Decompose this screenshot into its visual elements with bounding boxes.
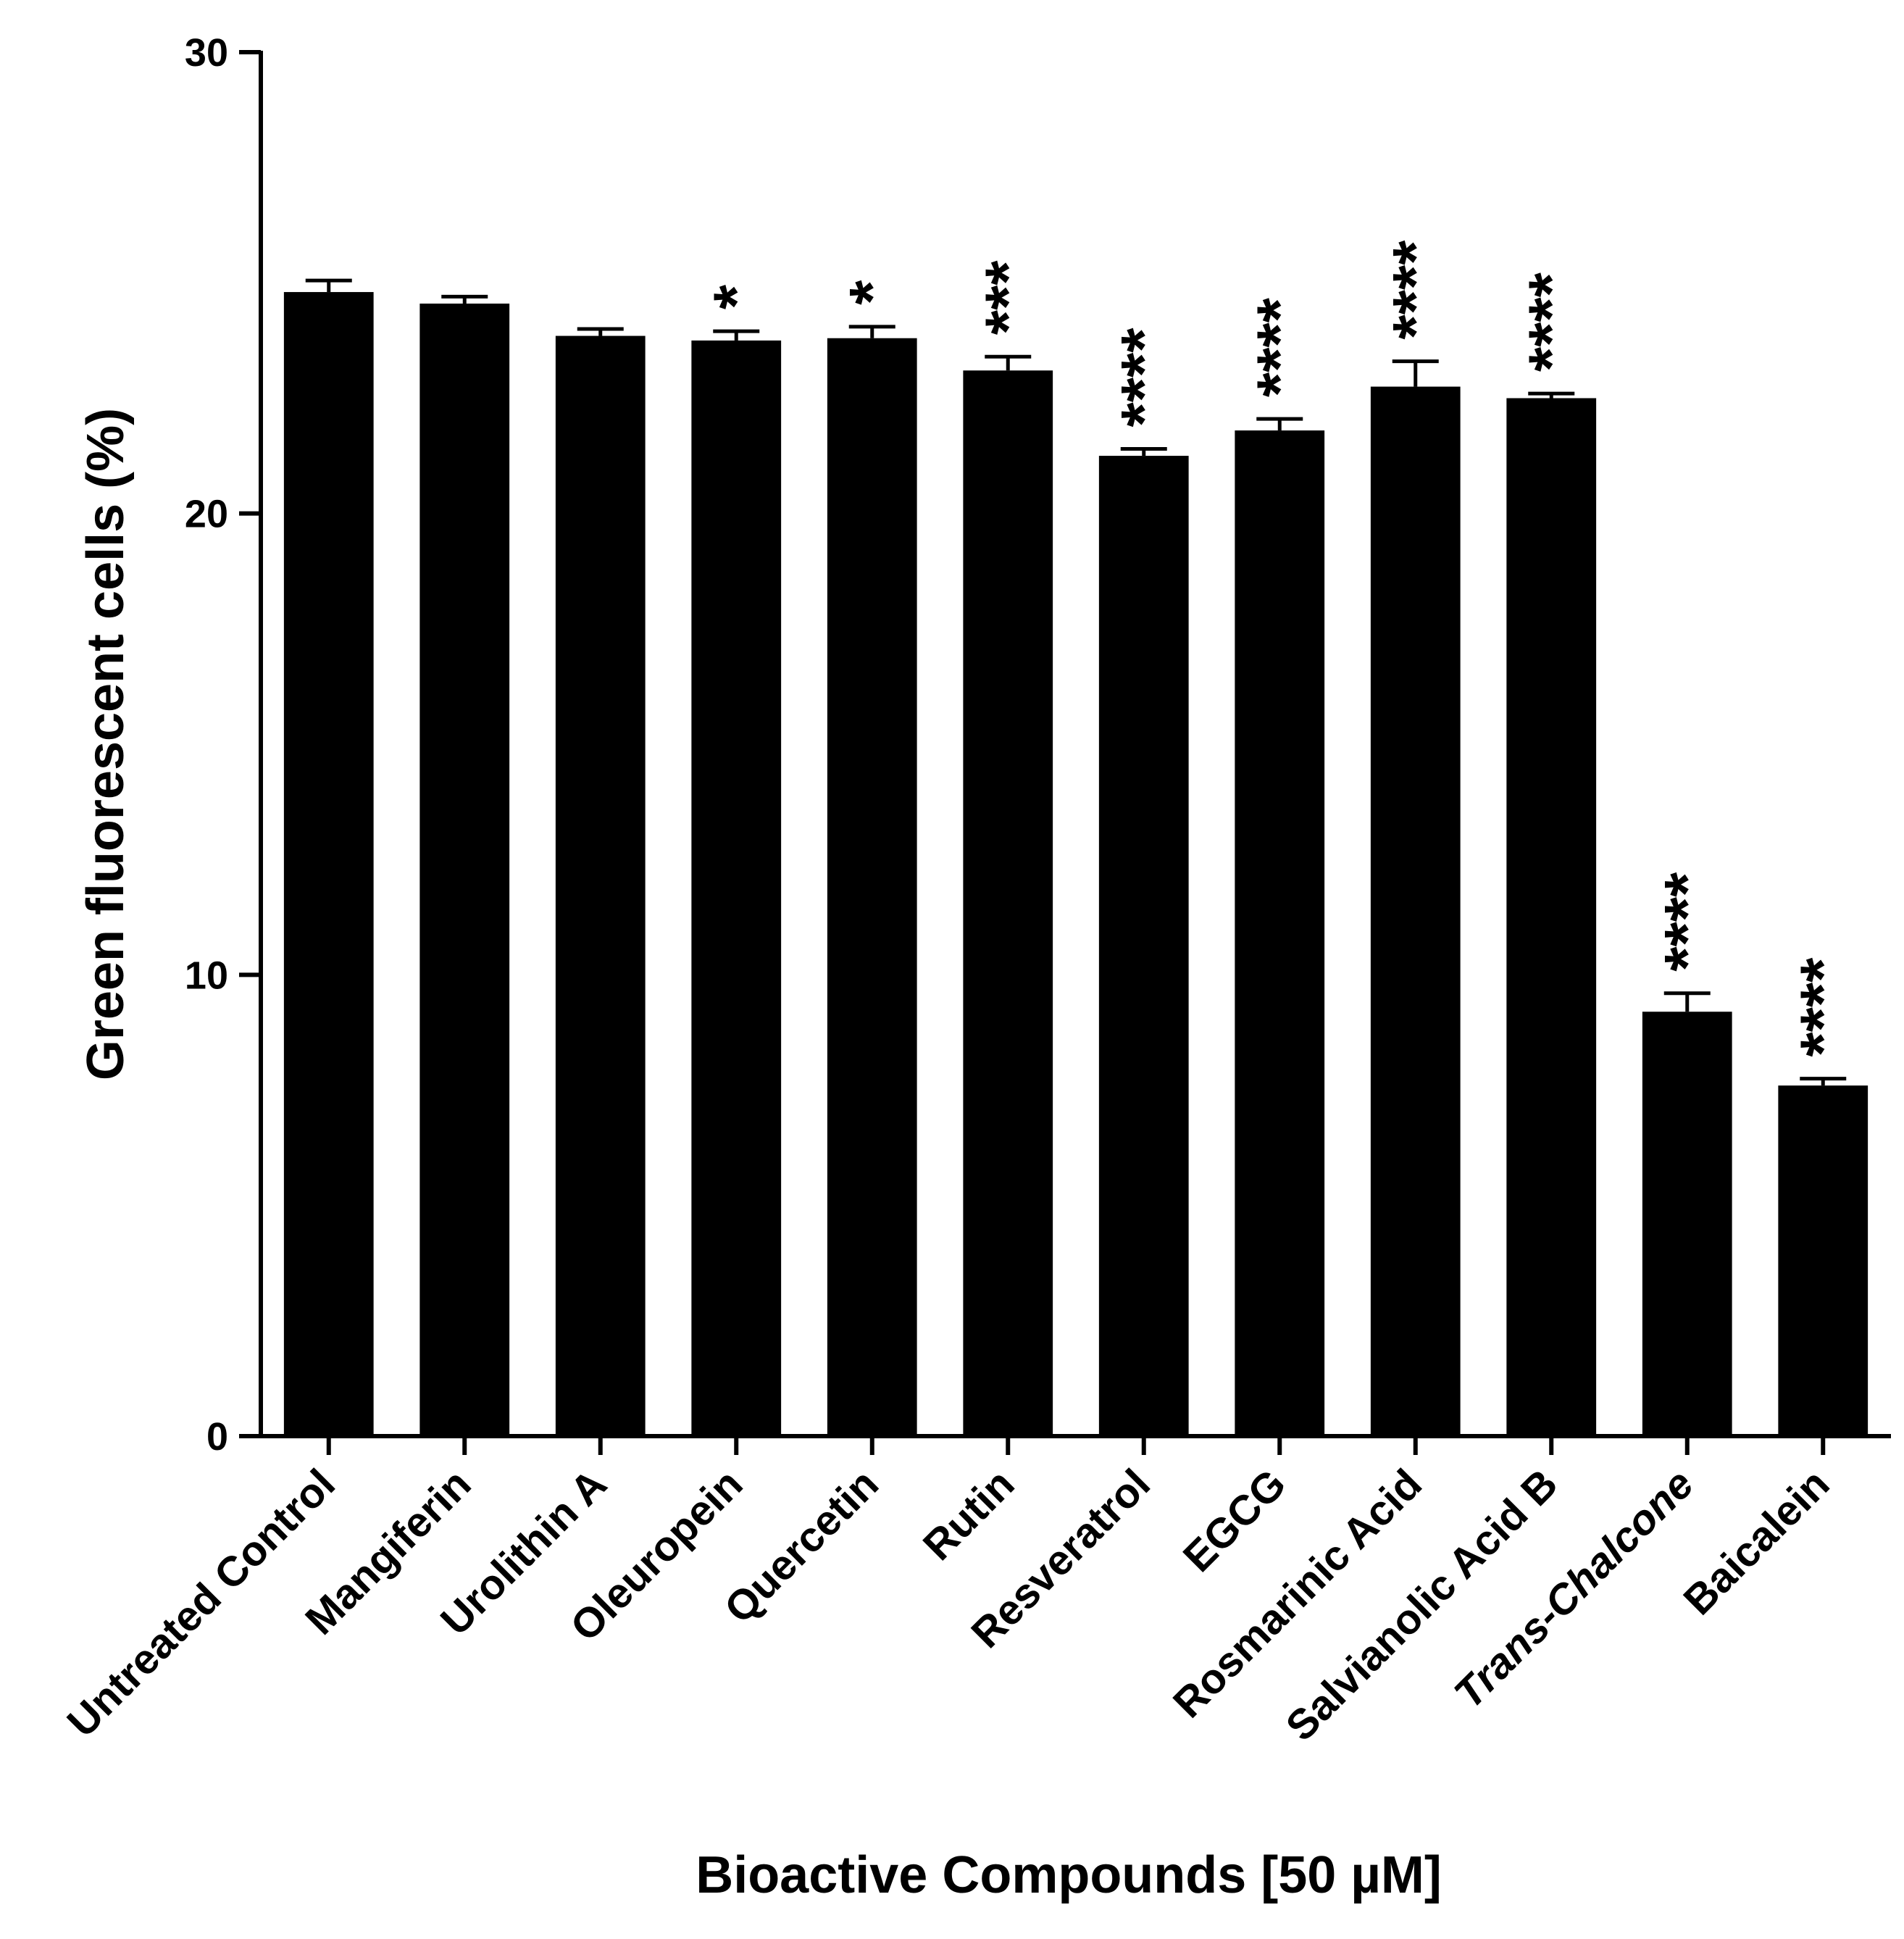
significance-label: * [836,280,908,305]
bar [419,303,510,1436]
bar [1235,430,1325,1436]
y-tick-label: 10 [185,954,228,997]
bar [827,338,917,1436]
error-bars-group [305,278,1847,1086]
y-tick-label: 20 [185,493,228,536]
ticks-group: 0 10 20 30 [185,31,1826,1459]
bar [963,370,1053,1436]
significance-group: * * ******* ******** ************ [700,240,1858,1057]
y-tick-label: 0 [206,1415,228,1459]
bar [1642,1012,1732,1436]
significance-label: **** [1651,872,1723,972]
bar [555,335,646,1436]
x-category-label: Rutin [914,1460,1024,1569]
x-category-label: Trans-Chalcone [1445,1460,1703,1717]
bars-group [283,292,1868,1437]
significance-label: * [700,284,772,309]
bar [283,292,374,1437]
x-axis-title: Bioactive Compounds [50 µM] [696,1846,1442,1904]
x-category-label: Untreated Control [58,1460,344,1746]
significance-label: **** [1243,297,1315,397]
y-tick-label: 30 [185,31,228,75]
axes-group [239,51,1891,1438]
x-category-label: Rosmarinic Acid [1164,1460,1431,1727]
x-category-label: EGCG [1174,1460,1295,1581]
significance-label: **** [1787,957,1858,1057]
bar [1370,386,1461,1437]
significance-label: **** [1515,272,1587,372]
y-axis-title: Green fluorescent cells (%) [77,408,135,1080]
bar [1778,1085,1868,1436]
bar [691,340,782,1437]
bar [1506,398,1597,1436]
x-category-label: Baicalein [1674,1460,1838,1624]
significance-label: *** [972,260,1043,335]
significance-label: **** [1108,328,1179,428]
significance-label: **** [1379,240,1451,340]
bar [1098,456,1189,1437]
x-category-label: Salvianolic Acid B [1277,1460,1566,1750]
